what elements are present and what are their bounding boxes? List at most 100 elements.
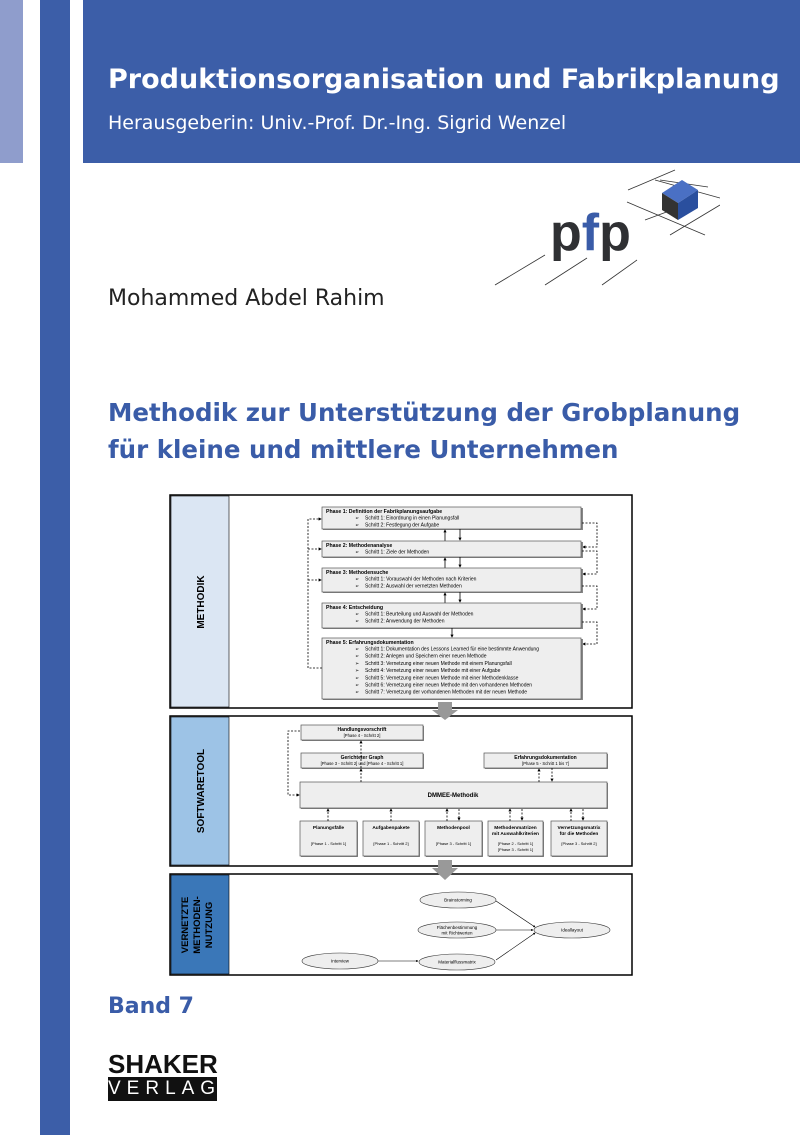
- bullet-icon: ➢: [355, 584, 359, 590]
- module-ref: [Phase 1 - Schritt 2]: [373, 841, 408, 846]
- phase-box: [321, 540, 582, 558]
- bullet-icon: ➢: [355, 668, 359, 674]
- node-ideallayout-label: Ideallayout: [561, 928, 584, 933]
- phase-step: Schritt 5: Vernetzung einer neuen Method…: [365, 675, 519, 681]
- node-materialflussmatrix: [418, 953, 496, 971]
- node-flaechenbestimmung-label: Flächenbestimmung: [437, 925, 478, 930]
- module-title: Methodenmatrizen: [494, 825, 536, 831]
- section-label-methodik: METHODIK: [196, 575, 207, 629]
- bullet-icon: ➢: [355, 675, 359, 681]
- phase-step: Schritt 1: Einordnung in einen Planungsf…: [365, 516, 459, 522]
- dmmee-title: DMMEE-Methodik: [428, 793, 479, 799]
- module-title: Aufgabenpakete: [372, 825, 410, 831]
- bullet-icon: ➢: [355, 523, 359, 529]
- handlungsvorschrift-box: [300, 724, 424, 741]
- module-title: Vernetzungsmatrix: [558, 825, 601, 831]
- module-ref: [Phase 2 - Schritt 1]: [498, 841, 533, 846]
- node-brainstorming-label: Brainstorming: [444, 898, 472, 903]
- bullet-icon: ➢: [355, 661, 359, 667]
- module-title: mit Auswahlkriterien: [492, 831, 539, 837]
- node-ideallayout: [533, 921, 611, 939]
- phase-box: [321, 602, 582, 629]
- phase-step: Schritt 3: Vernetzung einer neuen Method…: [365, 661, 512, 667]
- graph-box-ref: [Phase 3 - Schritt 2] und [Phase 4 - Sch…: [321, 761, 404, 766]
- node-materialflussmatrix-label: Materialflussmatrix: [438, 960, 476, 965]
- section-label-nutzung: NUTZUNG: [204, 902, 215, 948]
- phase-title: Phase 4: Entscheidung: [326, 605, 383, 611]
- erfahrung-box-ref: [Phase 5 - Schritt 1 bis 7]: [522, 761, 569, 766]
- dashed-connector: [287, 730, 300, 797]
- module-ref: [Phase 1 - Schritt 1]: [311, 841, 346, 846]
- decorative-stripe-dark: [40, 0, 70, 1135]
- series-editor: Herausgeberin: Univ.-Prof. Dr.-Ing. Sigr…: [108, 112, 567, 134]
- phase-step: Schritt 4: Vernetzung einer neuen Method…: [365, 668, 501, 674]
- bullet-icon: ➢: [355, 647, 359, 653]
- volume-number: Band 7: [108, 994, 194, 1019]
- node-interview-label: Interview: [331, 959, 350, 964]
- phase-title: Phase 5: Erfahrungsdokumentation: [326, 640, 414, 646]
- node-flaechenbestimmung-label: mit Richtwerten: [441, 931, 473, 936]
- phase-step: Schritt 2: Festlegung der Aufgabe: [365, 523, 439, 529]
- phase-step: Schritt 1: Ziele der Methoden: [365, 550, 429, 556]
- bullet-icon: ➢: [355, 612, 359, 618]
- pfp-logo: pfp: [494, 169, 720, 286]
- phase-box: [321, 567, 582, 593]
- series-title: Produktionsorganisation und Fabrikplanun…: [108, 64, 780, 95]
- section-label-methoden: METHODEN-: [192, 896, 203, 954]
- phase-box: [321, 506, 582, 530]
- feedback-connector: [582, 585, 598, 611]
- erfahrung-box-title: Erfahrungsdokumentation: [514, 755, 577, 761]
- author-name: Mohammed Abdel Rahim: [108, 286, 385, 311]
- phase-step: Schritt 1: Vorauswahl der Methoden nach …: [365, 577, 477, 583]
- bullet-icon: ➢: [355, 654, 359, 660]
- down-arrow: [432, 860, 458, 880]
- bullet-icon: ➢: [355, 683, 359, 689]
- feedback-connector: [582, 621, 598, 646]
- section-label-softwaretool: SOFTWARETOOL: [196, 749, 207, 833]
- section-label-vernetzte: VERNETZTE: [180, 897, 191, 953]
- phase-box: [321, 637, 582, 700]
- down-arrow: [432, 702, 458, 720]
- bullet-icon: ➢: [355, 516, 359, 522]
- handlungsvorschrift-box-ref: [Phase 4 - Schritt 2]: [344, 733, 381, 738]
- phase-step: Schritt 2: Anlegen und Speichern einer n…: [365, 654, 487, 660]
- module-title: Methodenpool: [437, 825, 470, 831]
- bullet-icon: ➢: [355, 619, 359, 625]
- book-title-line-1: Methodik zur Unterstützung der Grobplanu…: [108, 398, 741, 427]
- feedback-connector: [307, 517, 322, 669]
- network-arrow: [495, 900, 536, 928]
- module-box: [487, 820, 544, 857]
- phase-step: Schritt 1: Beurteilung und Auswahl der M…: [365, 612, 474, 618]
- node-interview: [301, 952, 379, 970]
- bullet-icon: ➢: [355, 577, 359, 583]
- module-box: [424, 820, 483, 857]
- handlungsvorschrift-box-title: Handlungsvorschrift: [338, 727, 387, 733]
- module-title: für die Methoden: [560, 831, 599, 837]
- phase-step: Schritt 2: Anwendung der Methoden: [365, 619, 445, 625]
- decorative-stripe-light: [0, 0, 23, 163]
- series-header: [83, 0, 800, 163]
- phase-step: Schritt 6: Vernetzung einer neuen Method…: [365, 683, 532, 689]
- module-ref: [Phase 3 - Schritt 1]: [498, 847, 533, 852]
- node-flaechenbestimmung: [417, 921, 497, 939]
- phase-step: Schritt 7: Vernetzung der vorhandenen Me…: [365, 690, 527, 696]
- node-brainstorming: [419, 891, 497, 909]
- feedback-connector: [582, 550, 598, 576]
- publisher-logo-verlag: VERLAG: [108, 1077, 222, 1101]
- phase-title: Phase 2: Methodenanalyse: [326, 543, 392, 549]
- module-box: [299, 820, 358, 857]
- network-arrow: [495, 932, 536, 961]
- phase-title: Phase 3: Methodensuche: [326, 570, 388, 576]
- module-box: [550, 820, 608, 857]
- publisher-logo-shaker: SHAKER: [108, 1049, 218, 1079]
- module-ref: [Phase 3 - Schritt 2]: [561, 841, 596, 846]
- bullet-icon: ➢: [355, 690, 359, 696]
- phase-step: Schritt 1: Dokumentation des Lessons Lea…: [365, 647, 539, 653]
- dmmee-box: [299, 781, 608, 809]
- module-ref: [Phase 3 - Schritt 1]: [436, 841, 471, 846]
- feedback-connector: [582, 522, 598, 549]
- phase-step: Schritt 2: Auswahl der vernetzten Method…: [365, 584, 462, 590]
- phase-title: Phase 1: Definition der Fabrikplanungsau…: [326, 509, 442, 515]
